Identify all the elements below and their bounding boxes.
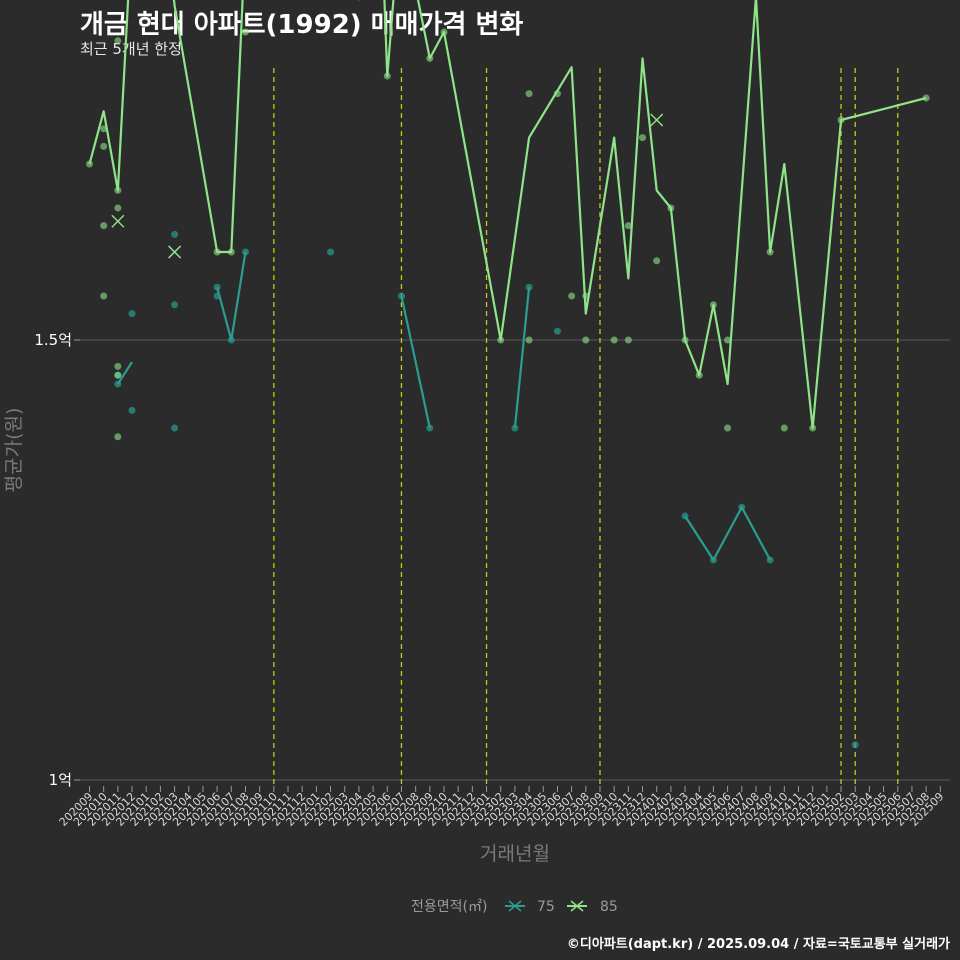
data-point-85 [582,336,590,344]
y-tick-label: 1억 [49,771,72,789]
data-point-85 [624,336,632,344]
data-point-75 [171,230,179,238]
data-point-85 [525,90,533,98]
data-point-75 [171,301,179,309]
legend-label-75: 75 [537,899,555,915]
data-point-85 [724,336,732,344]
chart-caption: ©디아파트(dapt.kr) / 2025.09.04 / 자료=국토교통부 실… [566,937,950,952]
data-point-85 [114,204,122,212]
data-point-85 [568,292,576,300]
data-point-75 [128,406,136,414]
data-point-75 [553,327,561,335]
series-75-line [216,251,247,342]
x-axis-ticks: 2020092020102020112020122021012021022021… [57,786,946,829]
legend-title: 전용면적(㎡) [411,899,487,915]
y-axis-title: 평균가(원) [3,408,25,493]
data-point-75 [171,424,179,432]
data-point-85 [639,134,647,142]
data-point-75 [851,741,859,749]
marker-85 [111,214,125,228]
data-point-85 [100,142,108,150]
data-point-85 [724,424,732,432]
series-75-line [116,361,133,385]
data-point-85 [525,336,533,344]
series-75-line [400,295,431,429]
data-point-85 [114,37,122,45]
event-lines: '21.10.26가계부채관리강화DSR 3단계1.3규제완화특례대출축소토허제… [273,68,899,788]
marker-85 [168,245,182,259]
series-75 [114,230,859,749]
legend-marker-85 [570,900,584,912]
x-axis-title: 거래년월 [480,843,550,865]
data-point-85 [241,28,249,36]
data-point-85 [114,362,122,370]
series-75-line [513,287,531,429]
legend-label-85: 85 [600,899,618,915]
data-point-85 [100,222,108,230]
data-point-85 [100,292,108,300]
legend: 전용면적(㎡) 75 85 [411,899,618,915]
marker-85 [650,113,664,127]
data-point-85 [653,257,661,265]
grid-lines [80,339,950,781]
chart-subtitle: 최근 5개년 한정 [80,40,182,58]
data-point-85 [114,433,122,441]
y-tick-label: 1.5억 [34,331,72,349]
series-75-line [684,506,772,562]
data-point-85 [610,336,618,344]
data-point-75 [128,310,136,318]
data-point-75 [327,248,335,256]
legend-marker-75 [508,900,522,912]
series-85-line [88,0,927,430]
chart-title: 개금 현대 아파트(1992) 매매가격 변화 [80,10,524,40]
data-point-85 [114,371,122,379]
data-point-85 [780,424,788,432]
series-85 [86,0,930,441]
data-point-85 [624,222,632,230]
y-axis-ticks: 1억1.5억2억2.5억 [34,331,80,789]
